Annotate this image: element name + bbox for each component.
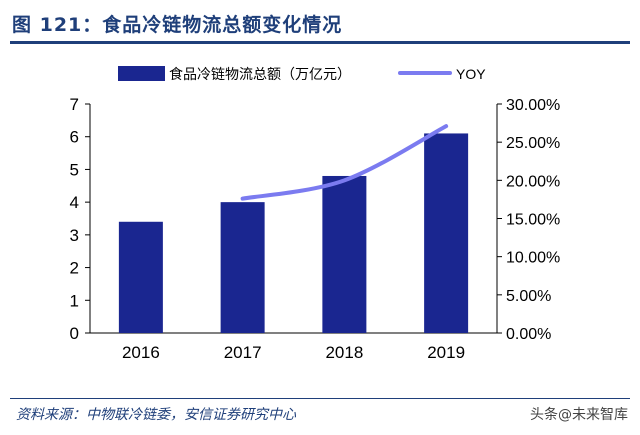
bar bbox=[322, 175, 367, 333]
bar bbox=[220, 202, 265, 333]
legend-label-line: YOY bbox=[456, 66, 486, 82]
x-tick-label: 2018 bbox=[325, 343, 363, 362]
chart: 食品冷链物流总额（万亿元） YOY 0 1 2 3 4 5 6 7 0.00% 5.00% 10.00%… bbox=[70, 66, 560, 362]
y-tick-label-left: 2 bbox=[70, 259, 79, 278]
y-tick-label-left: 5 bbox=[70, 160, 79, 179]
source-note: 资料来源：中物联冷链委，安信证券研究中心 bbox=[16, 407, 296, 423]
bar bbox=[118, 221, 163, 333]
footer-divider bbox=[10, 398, 630, 399]
y-tick-label-left: 1 bbox=[70, 291, 79, 310]
title-underline bbox=[10, 41, 630, 44]
y-tick-label-right: 0.00% bbox=[506, 326, 551, 343]
y-tick-label-right: 25.00% bbox=[506, 135, 560, 152]
legend-label-bar: 食品冷链物流总额（万亿元） bbox=[169, 66, 351, 82]
bar bbox=[424, 133, 469, 333]
yoy-line bbox=[240, 124, 449, 201]
y-tick-label-left: 7 bbox=[70, 95, 79, 114]
y-tick-label-left: 6 bbox=[70, 128, 79, 147]
y-tick-label-right: 30.00% bbox=[506, 97, 560, 114]
x-tick-label: 2017 bbox=[224, 343, 262, 362]
y-tick-label-right: 5.00% bbox=[506, 288, 551, 305]
y-tick-label-right: 20.00% bbox=[506, 173, 560, 190]
legend-swatch-bar bbox=[118, 66, 165, 81]
figure-header: 图 121：食品冷链物流总额变化情况 bbox=[10, 6, 630, 44]
y-tick-label-right: 10.00% bbox=[506, 250, 560, 267]
y-tick-label-left: 3 bbox=[70, 226, 79, 245]
watermark: 头条@未来智库 bbox=[530, 407, 628, 423]
y-tick-label-left: 4 bbox=[70, 193, 79, 212]
y-tick-label-left: 0 bbox=[70, 324, 79, 343]
figure-title: 图 121：食品冷链物流总额变化情况 bbox=[12, 14, 343, 36]
x-tick-label: 2019 bbox=[427, 343, 465, 362]
y-tick-label-right: 15.00% bbox=[506, 212, 560, 229]
x-tick-label: 2016 bbox=[122, 343, 160, 362]
